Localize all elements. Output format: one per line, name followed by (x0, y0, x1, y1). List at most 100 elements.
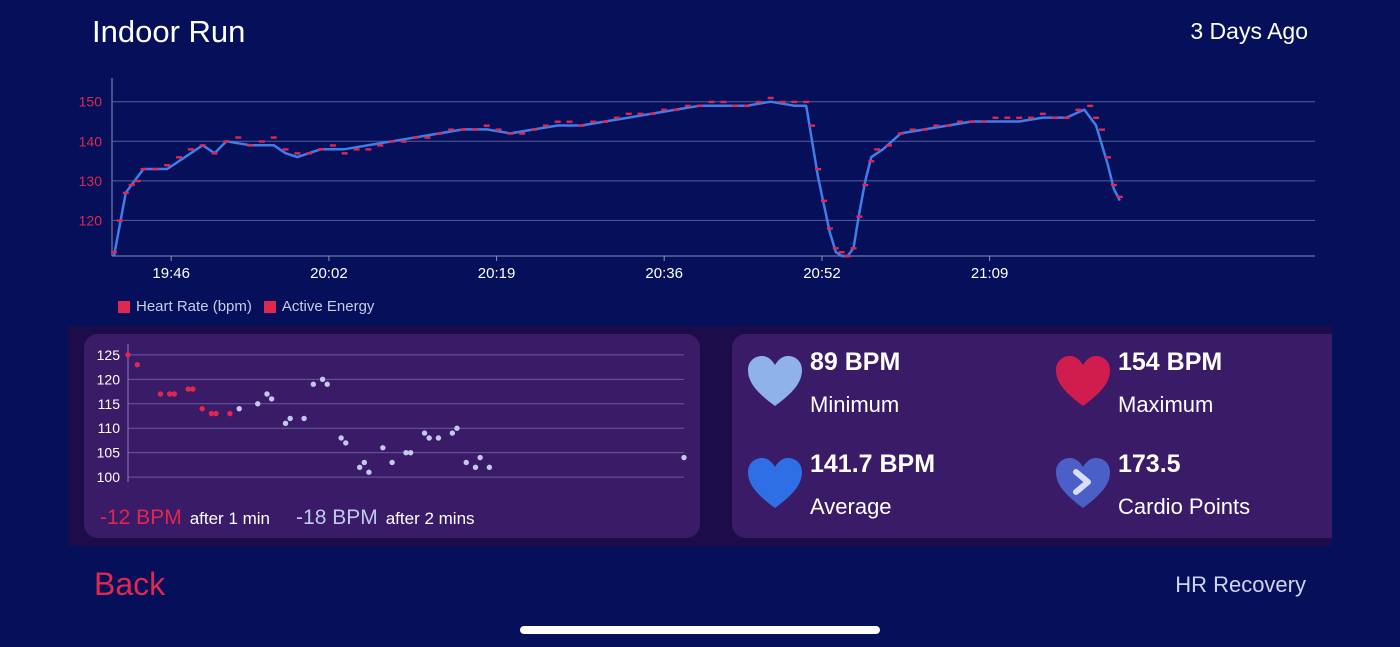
heart-rate-point (448, 128, 455, 131)
recovery-point (426, 435, 432, 441)
heart-rate-point (1075, 108, 1082, 112)
heart-rate-point (945, 124, 952, 127)
heart-rate-point (341, 152, 348, 155)
stat-cardio-label: Cardio Points (1118, 494, 1251, 519)
heart-rate-point (460, 128, 467, 131)
recovery-y-tick-label: 105 (97, 445, 121, 461)
heart-rate-point (1004, 116, 1011, 119)
heart-rate-chart: 120 130 140 150 19:46 20:02 20:19 20:36 20:52 21:… (79, 78, 1315, 282)
home-indicator (520, 626, 880, 634)
legend-heart-rate-swatch (118, 300, 130, 313)
heart-rate-point (755, 100, 762, 104)
heart-rate-point (1087, 104, 1094, 108)
cardio-points-icon (1056, 458, 1110, 508)
heart-blue-icon (748, 458, 802, 508)
y-tick-label: 150 (79, 94, 103, 110)
stat-cardio-value: 173.5 (1118, 450, 1181, 478)
recovery-point (681, 454, 687, 461)
heart-rate-point (247, 144, 254, 147)
heart-rate-point (897, 132, 904, 135)
heart-rate-point (1104, 156, 1111, 159)
heart-rate-point (856, 215, 863, 218)
recovery-point (361, 459, 367, 466)
heart-rate-point (1099, 128, 1106, 131)
legend-active-energy-swatch (263, 300, 276, 313)
heart-rate-point (673, 108, 680, 112)
heart-rate-point (933, 124, 940, 127)
heart-rate-point (744, 104, 751, 108)
heart-rate-point (684, 104, 691, 108)
recovery-y-tick-label: 115 (98, 396, 121, 412)
heart-rate-point (294, 152, 301, 155)
y-tick-label: 130 (79, 173, 103, 189)
heart-rate-point (708, 100, 715, 104)
heart-rate-point (838, 251, 845, 254)
recovery-point (449, 430, 456, 436)
heart-rate-point (377, 144, 384, 147)
heart-rate-point (720, 100, 727, 104)
heart-rate-point (128, 183, 135, 187)
recovery-point (477, 454, 483, 461)
heart-rate-point (844, 255, 851, 258)
recovery-after-1min: after 1 min (189, 509, 271, 528)
recovery-point (213, 410, 219, 417)
heart-rate-point (318, 148, 325, 151)
heart-rate-point (436, 132, 443, 135)
hr-recovery-link[interactable]: HR Recovery (1175, 572, 1306, 597)
stat-minimum-value: 89 BPM (810, 348, 901, 376)
recovery-point (324, 381, 330, 387)
y-tick-label: 120 (79, 212, 103, 228)
recovery-point (389, 459, 395, 466)
heart-rate-point (968, 120, 975, 123)
recovery-point (236, 405, 242, 412)
heart-rate-point (519, 132, 526, 135)
heart-rate-point (862, 183, 869, 187)
heart-rate-point (495, 128, 502, 131)
heart-rate-point (1110, 183, 1117, 187)
heart-rate-point (389, 140, 396, 143)
chart-legend: Heart Rate (bpm) Active Energy (118, 298, 374, 315)
recovery-point (454, 425, 460, 431)
heart-rate-point (868, 160, 875, 163)
recovery-y-tick-label: 110 (98, 420, 121, 436)
recovery-point (356, 464, 363, 471)
heart-rate-point (199, 144, 206, 147)
recovery-point (403, 449, 409, 456)
heart-rate-point (1039, 112, 1046, 115)
heart-rate-point (957, 120, 964, 123)
heart-rate-point (531, 128, 538, 131)
heart-rate-point (886, 144, 893, 147)
heart-rate-point (602, 120, 609, 123)
heart-rate-point (306, 152, 313, 155)
stat-maximum-label: Maximum (1118, 392, 1214, 417)
stat-average-label: Average (810, 494, 892, 519)
stat-average-value: 141.7 BPM (810, 450, 936, 478)
recovery-point (282, 420, 289, 427)
heart-rate-point (850, 247, 857, 250)
recovery-point (255, 401, 261, 407)
x-tick-label: 19:46 (152, 265, 190, 282)
heart-rate-point (613, 116, 620, 119)
heart-rate-point (282, 148, 289, 151)
heart-rate-point (424, 136, 431, 139)
heart-rate-point (809, 124, 816, 127)
heart-rate-point (164, 164, 171, 167)
heart-red-icon (1056, 356, 1110, 406)
heart-rate-point (365, 148, 372, 151)
x-tick-label: 20:19 (478, 265, 516, 282)
recovery-point (435, 435, 442, 441)
heart-rate-point (134, 179, 141, 183)
heart-rate-point (483, 124, 490, 127)
hr-recovery-card[interactable]: 100 105 110 115 120 125 -12 BPM after 1 min -… (84, 334, 700, 538)
recovery-after-2min: after 2 mins (385, 509, 475, 528)
recovery-y-tick-label: 100 (97, 469, 121, 485)
heart-rate-point (803, 100, 810, 104)
back-button[interactable]: Back (94, 566, 166, 602)
heart-rate-point (732, 104, 739, 108)
heart-rate-point (909, 128, 916, 131)
active-energy-line (112, 100, 1121, 258)
heart-rate-point (176, 156, 183, 159)
heart-rate-point (921, 128, 928, 131)
heart-rate-point (590, 120, 597, 123)
heart-rate-point (566, 120, 573, 123)
